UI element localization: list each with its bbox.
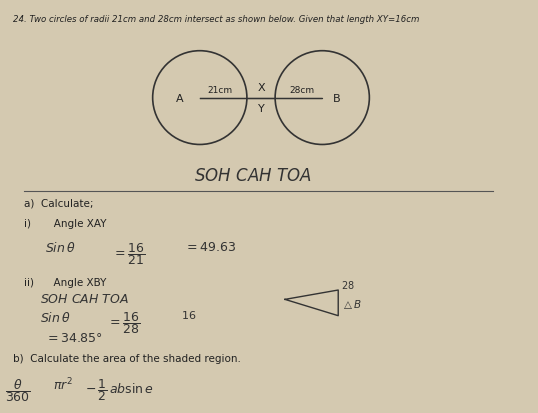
Text: 21cm: 21cm [207, 86, 232, 95]
Text: $-\,\dfrac{1}{2}\,ab\sin e$: $-\,\dfrac{1}{2}\,ab\sin e$ [86, 376, 154, 402]
Text: $=34.85°$: $=34.85°$ [45, 331, 103, 344]
Text: $16$: $16$ [181, 309, 196, 320]
Text: i)       Angle XAY: i) Angle XAY [24, 218, 107, 228]
Text: $\it{SOH}$ $\it{CAH}$ $\it{TOA}$: $\it{SOH}$ $\it{CAH}$ $\it{TOA}$ [40, 292, 129, 305]
Text: $Sin\,\theta$: $Sin\,\theta$ [40, 310, 71, 324]
Text: b)  Calculate the area of the shaded region.: b) Calculate the area of the shaded regi… [13, 354, 242, 363]
Text: A: A [176, 93, 184, 103]
Text: $=\dfrac{16}{21}$: $=\dfrac{16}{21}$ [112, 241, 145, 266]
Text: B: B [333, 93, 341, 103]
Text: ii)      Angle XBY: ii) Angle XBY [24, 277, 107, 287]
Text: a)  Calculate;: a) Calculate; [24, 198, 94, 208]
Text: X: X [257, 83, 265, 93]
Text: $\pi r^2$: $\pi r^2$ [53, 376, 73, 393]
Text: 28cm: 28cm [290, 86, 315, 95]
Text: $28$: $28$ [341, 279, 355, 291]
Text: $\it{SOH}$ $\it{CAH}$ $\it{TOA}$: $\it{SOH}$ $\it{CAH}$ $\it{TOA}$ [194, 167, 312, 184]
Text: $\triangle B$: $\triangle B$ [341, 297, 362, 310]
Text: Y: Y [258, 104, 264, 114]
Text: 24. Two circles of radii 21cm and 28cm intersect as shown below. Given that leng: 24. Two circles of radii 21cm and 28cm i… [13, 15, 420, 24]
Text: $=49.63$: $=49.63$ [184, 241, 236, 254]
Text: $Sin\,\theta$: $Sin\,\theta$ [45, 241, 76, 255]
Text: $\dfrac{\theta}{360}$: $\dfrac{\theta}{360}$ [5, 376, 31, 403]
Text: $=\dfrac{16}{28}$: $=\dfrac{16}{28}$ [107, 310, 140, 336]
